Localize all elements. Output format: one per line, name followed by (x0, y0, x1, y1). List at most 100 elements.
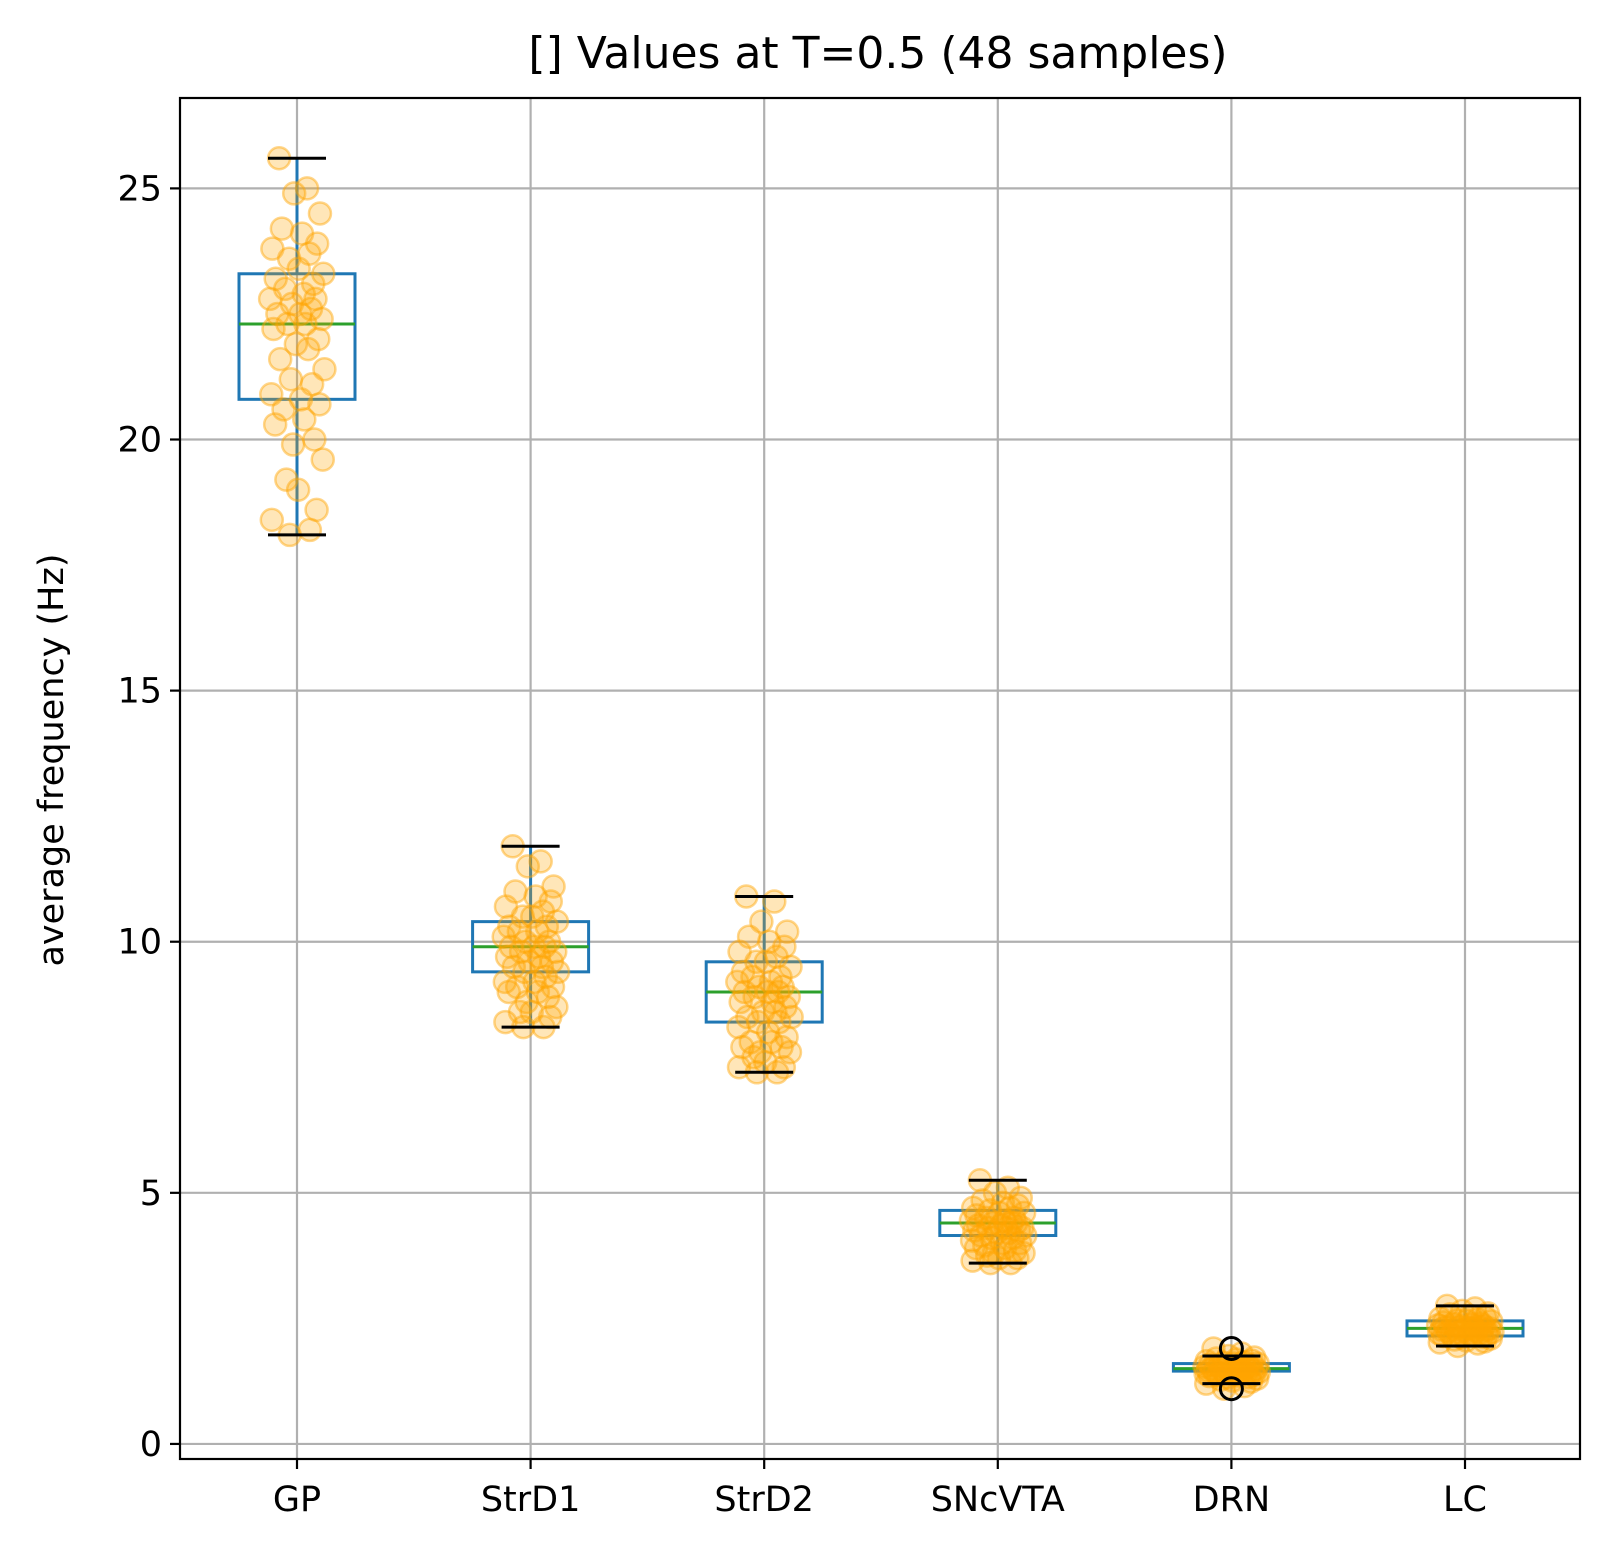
sample-point (261, 316, 286, 342)
sample-point (987, 1200, 1012, 1226)
sample-point (304, 497, 329, 523)
sample-point (1006, 1218, 1032, 1243)
sample-point (974, 1243, 1000, 1268)
sample-point (963, 1235, 989, 1261)
sample-point (538, 889, 564, 914)
sample-point (776, 984, 802, 1010)
sample-point (307, 201, 333, 226)
sample-point (523, 884, 548, 909)
box-group (1405, 1305, 1525, 1347)
sample-point (744, 949, 769, 975)
sample-point (980, 1210, 1006, 1236)
sample-point (501, 954, 527, 980)
sample-point (1197, 1352, 1223, 1377)
sample-point (541, 874, 566, 899)
sample-point (306, 326, 331, 352)
sample-point (539, 949, 565, 975)
sample-point (960, 1195, 986, 1221)
sample-point (973, 1205, 999, 1231)
sample-point (262, 412, 288, 437)
sample-point (530, 899, 556, 924)
sample-point (1461, 1316, 1486, 1342)
sample-point (1475, 1301, 1501, 1326)
sample-point (494, 944, 520, 970)
sample-point (303, 286, 328, 312)
x-tick-label: LC (1443, 1480, 1487, 1520)
sample-point (748, 1039, 773, 1065)
sample-point (544, 909, 570, 934)
sample-point (1002, 1238, 1028, 1263)
sample-point (742, 984, 767, 1010)
x-tick-label: SNcVTA (931, 1480, 1065, 1520)
sample-point (1443, 1316, 1468, 1341)
sample-point (735, 1004, 760, 1030)
box-group (471, 846, 591, 1028)
sample-point (756, 929, 782, 954)
sample-point (288, 301, 313, 327)
box-group (938, 1180, 1058, 1264)
sample-point (292, 407, 317, 432)
sample-point (283, 331, 309, 357)
sample-point (977, 1198, 1003, 1223)
sample-point (280, 432, 306, 457)
sample-point (525, 979, 551, 1005)
sample-point (964, 1203, 989, 1228)
sample-point (1235, 1352, 1260, 1378)
sample-point (289, 221, 315, 246)
sample-point (532, 934, 557, 959)
sample-point (525, 919, 550, 944)
outlier-point (1218, 1376, 1244, 1402)
sample-point (768, 964, 793, 990)
sample-point (265, 301, 290, 327)
sample-point (959, 1228, 985, 1253)
sample-point (1201, 1336, 1226, 1361)
sample-point (526, 944, 552, 970)
sample-point (299, 372, 325, 397)
sample-point (728, 989, 753, 1015)
sample-point (1005, 1193, 1031, 1218)
sample-point (295, 336, 321, 362)
sample-point (992, 1208, 1017, 1233)
box-group (237, 158, 357, 535)
sample-point (276, 246, 302, 271)
sample-point (1245, 1351, 1270, 1376)
y-tick-label: 10 (117, 923, 162, 963)
sample-point (536, 929, 562, 954)
sample-point (1000, 1225, 1026, 1251)
sample-point (726, 1014, 751, 1040)
y-tick-label: 5 (140, 1174, 162, 1214)
sample-point (267, 346, 293, 372)
sample-point (269, 216, 295, 241)
sample-point (312, 356, 337, 382)
sample-point (307, 392, 332, 417)
sample-point (286, 256, 311, 282)
sample-point (503, 879, 528, 904)
sample-point (272, 276, 298, 302)
sample-point (992, 1235, 1018, 1261)
sample-point (293, 311, 318, 337)
sample-point (765, 979, 791, 1005)
sample-point (773, 994, 798, 1020)
sample-point (988, 1213, 1014, 1238)
sample-point (258, 382, 284, 407)
sample-point (759, 1029, 784, 1055)
sample-point (300, 271, 326, 297)
sample-point (777, 1039, 803, 1065)
sample-point (279, 291, 305, 317)
sample-point (535, 984, 561, 1010)
sample-point (1241, 1362, 1267, 1387)
sample-point (1429, 1317, 1454, 1342)
sample-point (514, 989, 539, 1015)
sample-point (540, 974, 566, 1000)
sample-point (506, 919, 532, 944)
sample-point (1468, 1311, 1494, 1336)
sample-point (309, 306, 334, 332)
sample-point (749, 909, 774, 934)
sample-point (1004, 1210, 1029, 1236)
sample-point (1480, 1319, 1505, 1345)
sample-point (1010, 1215, 1035, 1241)
sample-point (958, 1208, 984, 1233)
sample-point (758, 969, 784, 995)
sample-point (1008, 1185, 1034, 1211)
sample-point (1456, 1315, 1481, 1341)
